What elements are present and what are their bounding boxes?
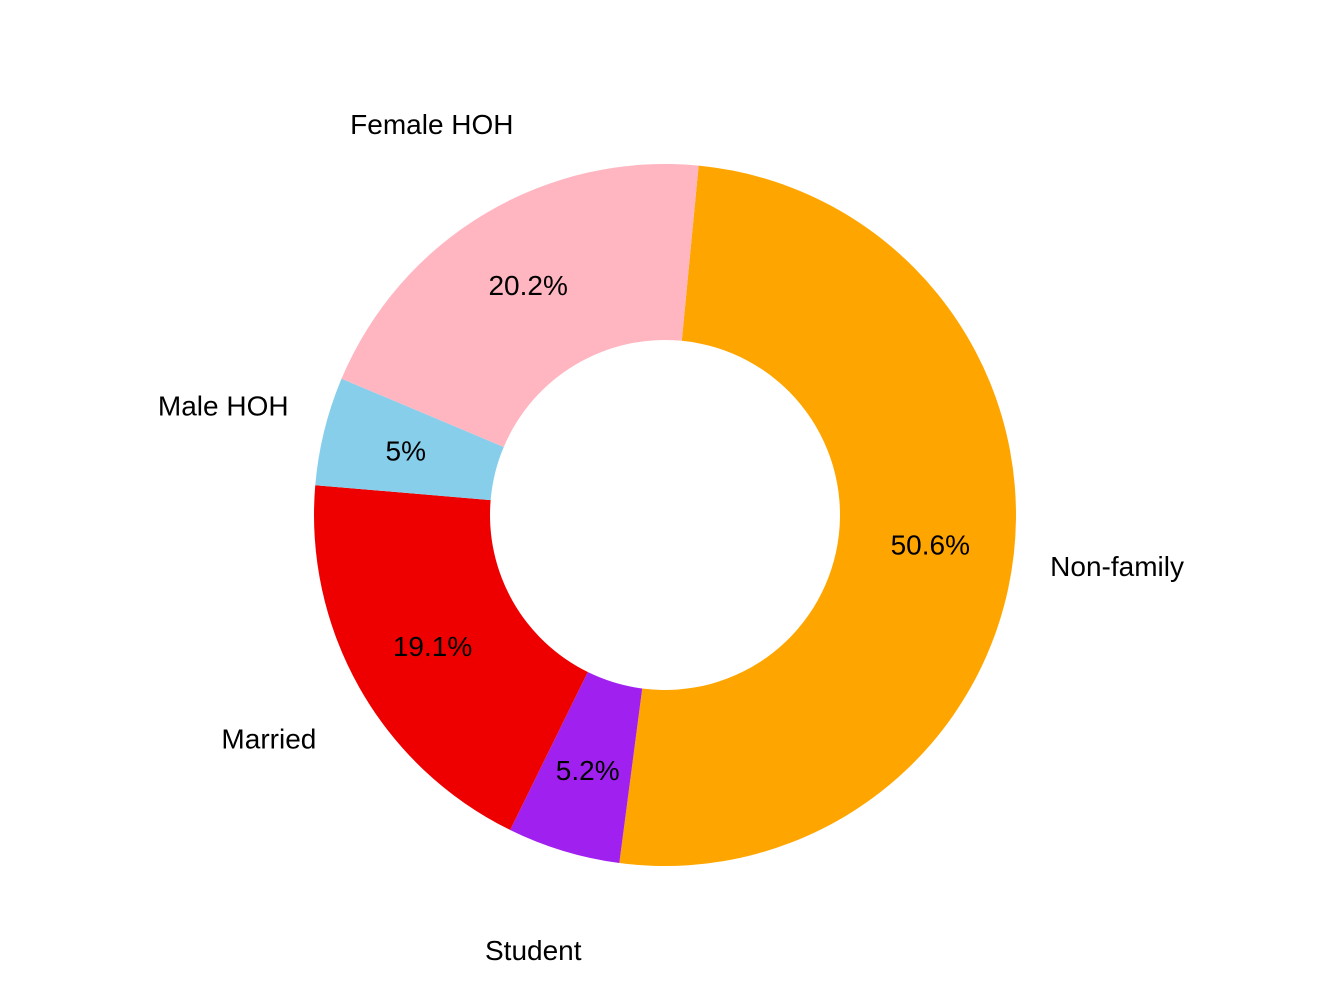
category-label-non-family: Non-family <box>1050 551 1184 582</box>
percent-label-non-family: 50.6% <box>891 530 970 561</box>
category-labels-layer: Non-family Student Married Male HOH Female H… <box>158 109 1184 966</box>
percent-label-student: 5.2% <box>556 755 620 786</box>
slice-non-family <box>619 165 1016 866</box>
category-label-female-hoh: Female HOH <box>350 109 513 140</box>
slices-layer <box>314 164 1016 866</box>
category-label-student: Student <box>485 935 582 966</box>
category-label-married: Married <box>221 723 316 754</box>
category-label-male-hoh: Male HOH <box>158 390 289 421</box>
slice-married <box>314 485 588 830</box>
slice-female-hoh <box>341 164 699 448</box>
slice-student <box>510 672 643 864</box>
percent-label-married: 19.1% <box>393 631 472 662</box>
slice-male-hoh <box>315 378 504 501</box>
percent-labels-layer: 50.6% 5.2% 19.1% 5% 20.2% <box>386 270 970 786</box>
percent-label-female-hoh: 20.2% <box>488 270 567 301</box>
percent-label-male-hoh: 5% <box>386 436 426 467</box>
